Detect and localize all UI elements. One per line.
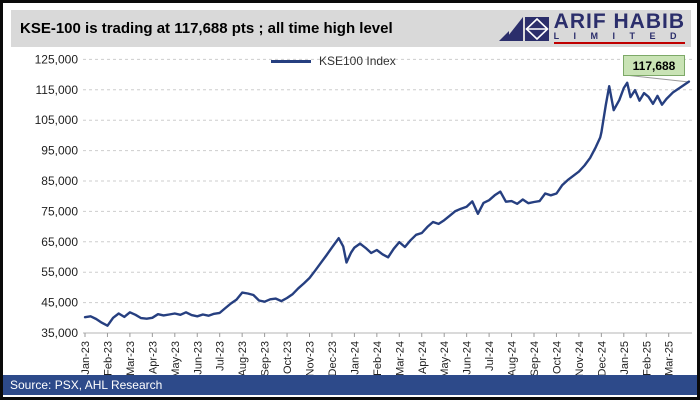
y-axis-label: 45,000	[41, 296, 78, 310]
y-axis-label: 65,000	[41, 235, 78, 249]
kse100-line	[83, 80, 691, 327]
x-axis-label: Feb-25	[641, 341, 653, 376]
y-axis-label: 95,000	[41, 144, 78, 158]
x-axis-label: Nov-24	[574, 341, 586, 376]
x-axis-label: Oct-24	[551, 341, 563, 374]
x-axis-label: Jun-23	[192, 341, 204, 375]
x-axis-label: Jul-23	[215, 341, 227, 371]
y-axis-label: 55,000	[41, 265, 78, 279]
x-axis-label: Mar-23	[125, 341, 137, 376]
x-axis-label: Jan-24	[349, 341, 361, 375]
y-axis-label: 85,000	[41, 174, 78, 188]
x-axis-label: Aug-24	[507, 341, 519, 376]
x-axis-label: Aug-23	[237, 341, 249, 376]
header-bar: KSE-100 is trading at 117,688 pts ; all …	[11, 10, 691, 47]
logo-sub: L I M I T E D	[553, 32, 685, 44]
y-axis-label: 35,000	[41, 326, 78, 340]
logo-name: ARIF HABIB	[553, 10, 685, 33]
arif-habib-logo-icon	[498, 16, 549, 41]
x-axis-label: Mar-24	[394, 341, 406, 376]
annotation-leader-line	[624, 74, 690, 83]
x-axis-label: Jan-25	[619, 341, 631, 375]
legend: KSE100 Index	[271, 53, 396, 69]
x-axis-label: Dec-24	[596, 341, 608, 376]
x-axis-label: Jan-23	[80, 341, 92, 375]
source-bar: Source: PSX, AHL Research	[3, 375, 697, 395]
last-value-badge: 117,688	[623, 55, 685, 76]
x-axis-label: Feb-23	[102, 341, 114, 376]
logo-text: ARIF HABIB L I M I T E D	[553, 10, 685, 44]
kse100-line-chart: 125,000 115,000 105,000 95,000 85,000 75,000 6…	[35, 52, 692, 378]
legend-label: KSE100 Index	[319, 54, 396, 68]
x-axis-label: Sep-24	[529, 341, 541, 376]
x-axis-label: Nov-23	[305, 341, 317, 376]
x-axis-label: Feb-24	[372, 341, 384, 376]
x-axis-label: Jun-24	[462, 341, 474, 375]
y-axis-label: 75,000	[41, 204, 78, 218]
legend-line-swatch	[271, 59, 311, 63]
x-axis-label: Dec-23	[327, 341, 339, 376]
arif-habib-logo: ARIF HABIB L I M I T E D	[498, 10, 685, 44]
x-axis-label: May-23	[170, 341, 182, 378]
x-axis-label: Sep-23	[260, 341, 272, 376]
x-axis-label: May-24	[439, 341, 451, 378]
y-axis-label: 125,000	[35, 52, 79, 66]
x-axis-label: Mar-25	[664, 341, 676, 376]
y-axis-label: 105,000	[35, 113, 79, 127]
x-axis-label: Oct-23	[282, 341, 294, 374]
x-axis-label: Jul-24	[484, 341, 496, 371]
y-axis-label: 115,000	[36, 83, 79, 97]
x-axis-label: Apr-23	[147, 341, 159, 374]
x-axis-label: Apr-24	[417, 341, 429, 374]
page-title: KSE-100 is trading at 117,688 pts ; all …	[20, 20, 393, 37]
